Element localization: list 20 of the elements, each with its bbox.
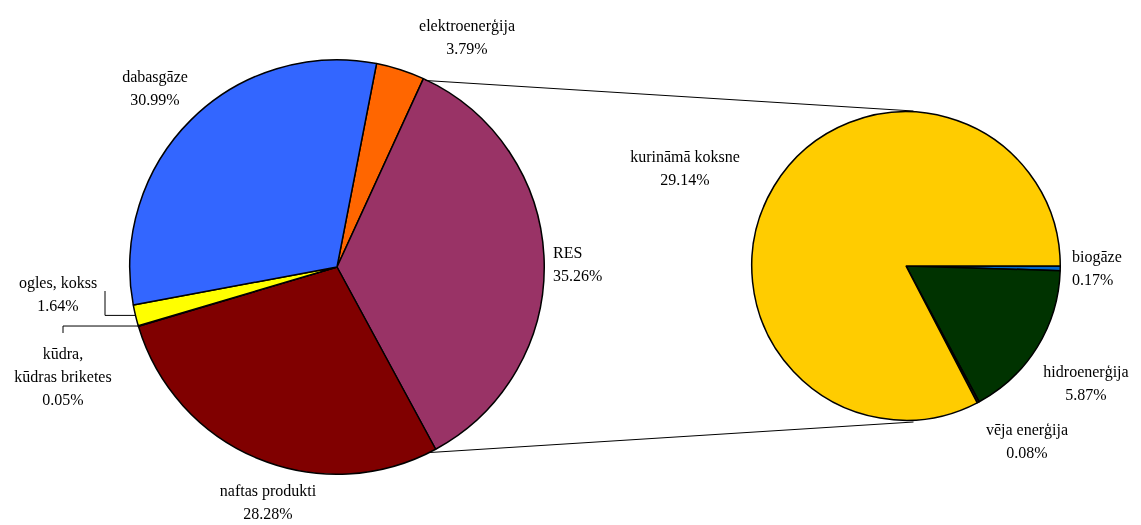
data-label: 0.05% [42,391,84,409]
data-label: 0.17% [1072,270,1114,288]
slice-label: dabasgāze [122,67,188,86]
data-label: 28.28% [243,504,293,522]
slice-label: kurināmā koksne [630,147,740,165]
slice-label: elektroenerģija [419,16,515,35]
data-label: 0.08% [1006,443,1048,461]
data-label: 29.14% [660,170,710,188]
data-label: 1.64% [37,296,79,314]
slice-label: hidroenerģija [1043,362,1129,381]
slice-label: RES [553,243,583,261]
data-label: 5.87% [1065,385,1107,403]
slice-label: kūdra, kūdras briketes [14,345,112,386]
data-label: 30.99% [130,90,180,108]
slice-label: vēja enerģija [985,420,1069,439]
data-label: 3.79% [446,39,488,57]
slice-label: biogāze [1072,247,1122,266]
data-label: 35.26% [553,266,603,284]
slice-label: naftas produkti [219,481,317,500]
slice-label: ogles, kokss [18,273,98,292]
